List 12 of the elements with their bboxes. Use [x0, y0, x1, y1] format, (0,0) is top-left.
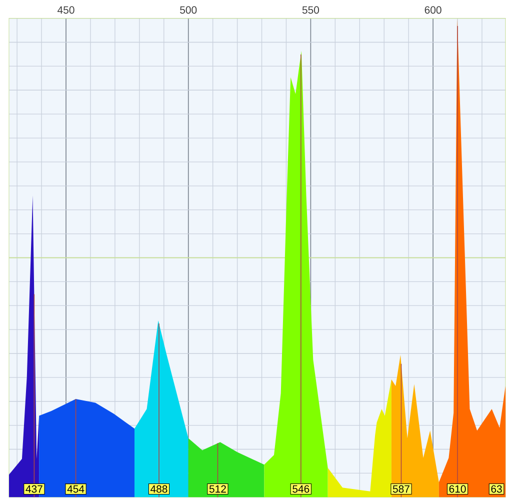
- x-tick-label: 550: [302, 6, 320, 14]
- ref-line-label: 512: [209, 486, 226, 493]
- x-tick-label: 500: [180, 6, 197, 14]
- ref-line-label: 587: [392, 486, 410, 493]
- ref-line-label: 454: [67, 486, 84, 493]
- x-tick-label: 600: [424, 6, 442, 14]
- ref-line-label: 437: [26, 486, 42, 493]
- ref-line-label: 546: [292, 486, 310, 493]
- annotation: 63: [491, 486, 502, 493]
- x-tick-label: 450: [58, 6, 74, 14]
- ref-line-label: 610: [449, 486, 466, 493]
- ref-line-label: 488: [150, 486, 168, 493]
